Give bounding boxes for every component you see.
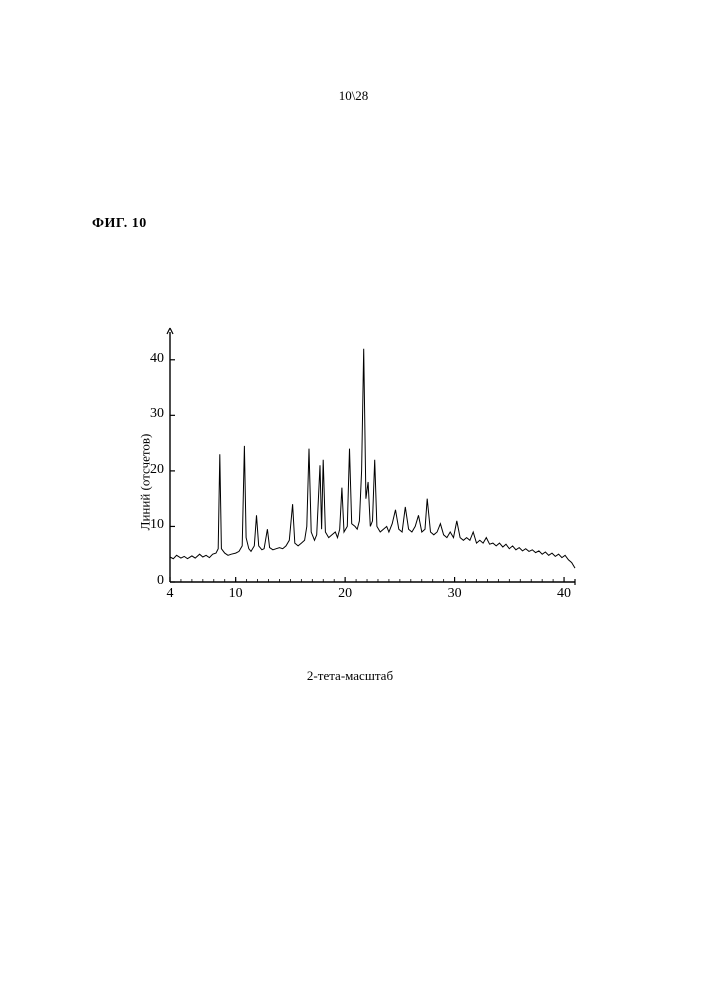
x-tick-label: 40: [557, 586, 571, 602]
chart-svg: [115, 322, 585, 612]
xrd-chart: Линий (отсчетов) 2-тета-масштаб 01020304…: [115, 322, 585, 642]
page-number: 10\28: [339, 88, 369, 104]
x-tick-label: 10: [229, 586, 243, 602]
y-tick-label: 0: [134, 573, 164, 589]
y-tick-label: 30: [134, 406, 164, 422]
x-tick-label: 30: [448, 586, 462, 602]
y-tick-label: 40: [134, 351, 164, 367]
y-tick-label: 10: [134, 517, 164, 533]
y-tick-label: 20: [134, 462, 164, 478]
figure-label: ФИГ. 10: [92, 216, 147, 232]
x-axis-label: 2-тета-масштаб: [307, 668, 393, 684]
x-tick-label: 20: [338, 586, 352, 602]
x-tick-label: 4: [167, 586, 174, 602]
y-axis-label: Линий (отсчетов): [137, 434, 153, 531]
